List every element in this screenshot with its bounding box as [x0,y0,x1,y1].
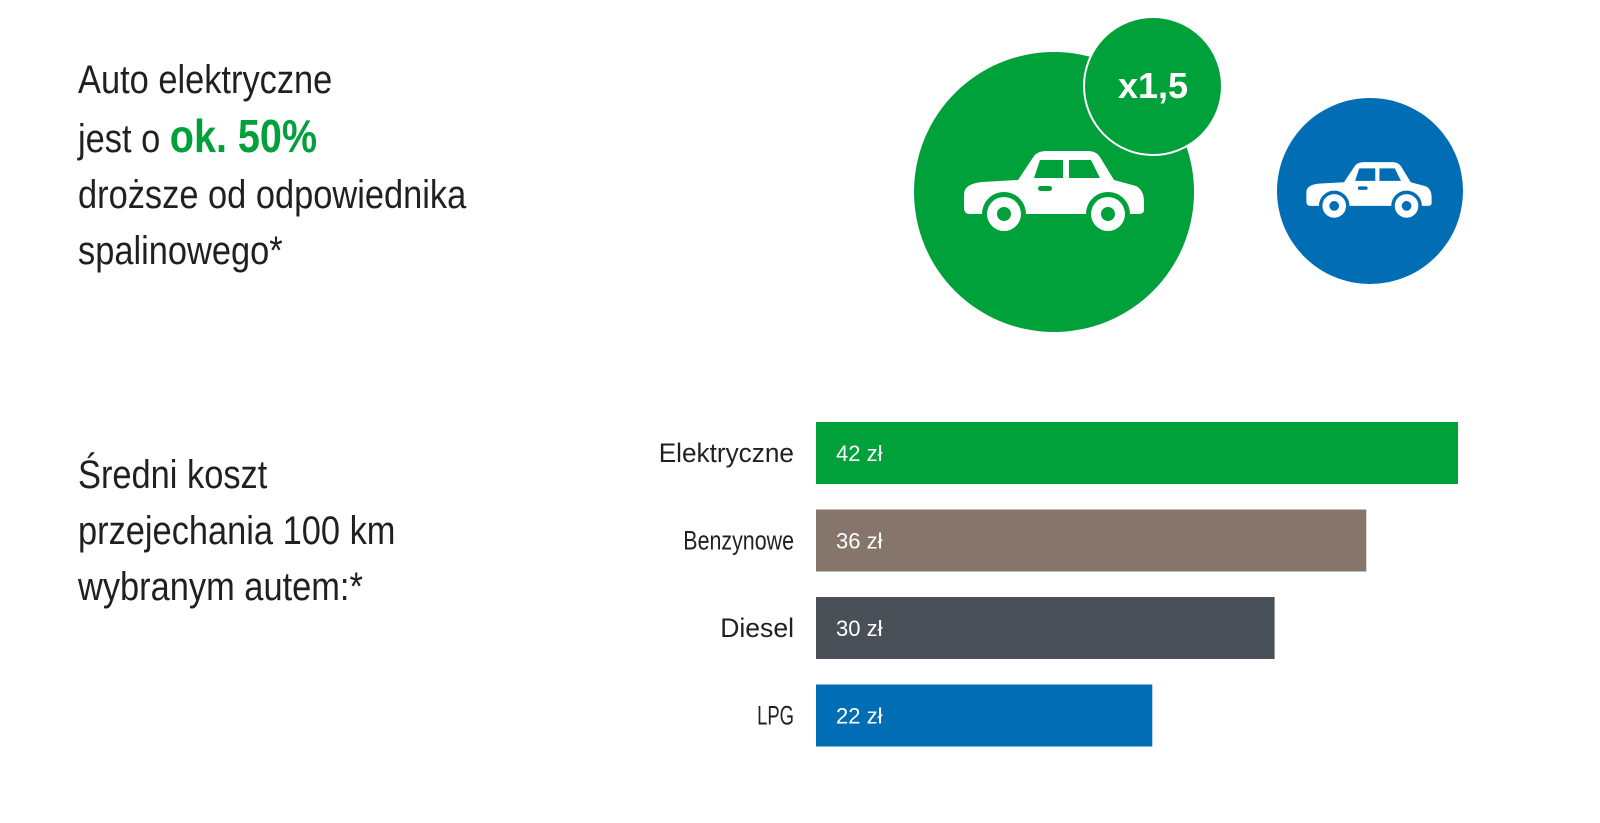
category-label: Elektryczne [659,438,794,468]
bar-lpg [816,684,1153,747]
headline-line-2: jest o ok. 50% [78,108,466,167]
caption-line-3: wybranym autem:* [78,565,363,609]
category-label: LPG [757,701,794,731]
headline: Auto elektryczne jest o ok. 50% droższe … [78,52,466,279]
caption-line-2: przejechania 100 km [78,509,396,553]
category-label: Diesel [720,613,794,643]
category-label: Benzynowe [683,526,794,556]
bar-diesel [816,597,1275,659]
chart-caption: Średni koszt przejechania 100 km wybrany… [78,447,395,615]
value-label: 36 zł [836,529,883,554]
headline-highlight: ok. 50% [169,110,318,162]
headline-line-3: droższe od odpowiednika [78,173,467,217]
headline-line-4: spalinowego* [78,229,283,273]
bar-elektryczne [816,422,1458,484]
caption-line-1: Średni koszt [78,453,268,497]
car-icon [1306,162,1432,222]
value-label: 30 zł [836,616,883,641]
value-label: 42 zł [836,441,883,466]
bar-benzynowe [816,509,1367,572]
car-icon [964,151,1144,236]
headline-line-1: Auto elektryczne [78,58,333,102]
value-label: 22 zł [836,704,883,729]
multiplier-badge: x1,5 [1083,16,1223,156]
headline-line-2-prefix: jest o [78,117,170,161]
